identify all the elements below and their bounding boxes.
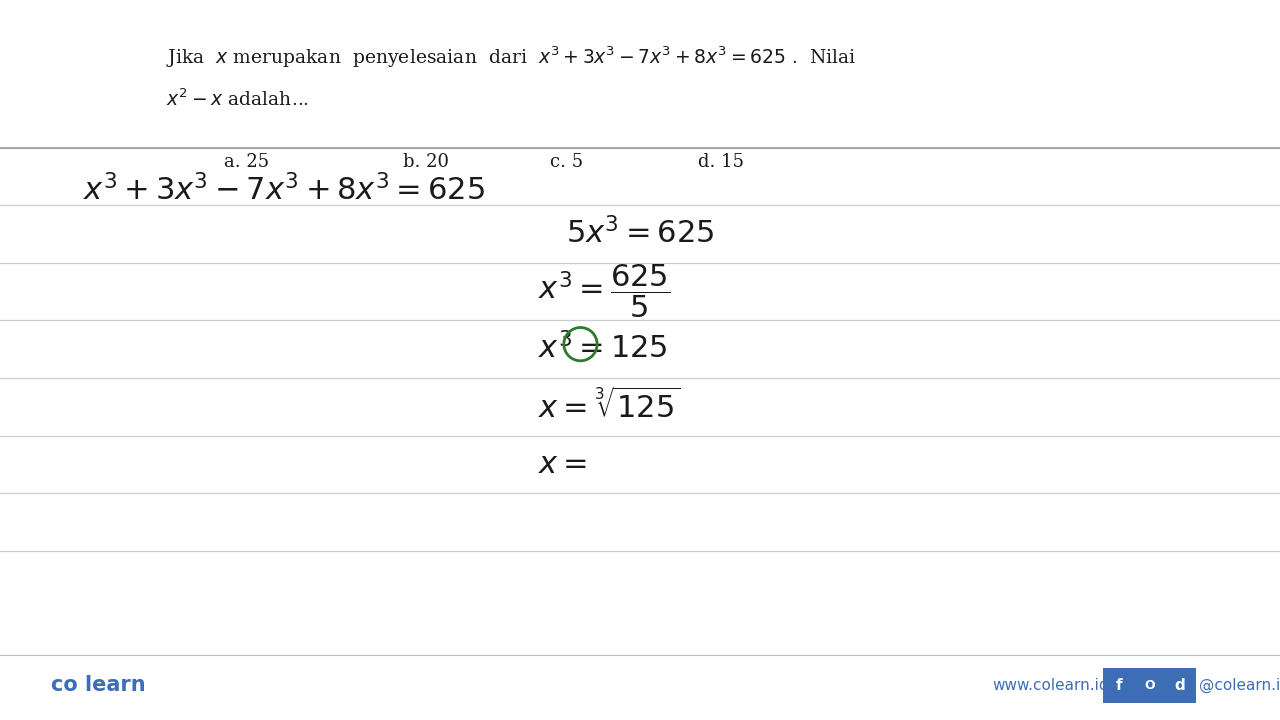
Text: @colearn.id: @colearn.id <box>1199 678 1280 693</box>
FancyBboxPatch shape <box>1103 668 1134 703</box>
Text: www.colearn.id: www.colearn.id <box>992 678 1108 693</box>
Text: $x = \sqrt[3]{125}$: $x = \sqrt[3]{125}$ <box>538 389 680 425</box>
FancyBboxPatch shape <box>1134 668 1165 703</box>
FancyBboxPatch shape <box>1165 668 1196 703</box>
Text: co learn: co learn <box>51 675 146 696</box>
Text: f: f <box>1115 678 1123 693</box>
Text: $x^3 = 125$: $x^3 = 125$ <box>538 333 667 366</box>
Text: Jika  $x$ merupakan  penyelesaian  dari  $x^3 + 3x^3 - 7x^3 + 8x^3 = 625$ .  Nil: Jika $x$ merupakan penyelesaian dari $x^… <box>166 45 856 71</box>
Text: O: O <box>1144 679 1155 692</box>
Text: $x^3 + 3x^3 - 7x^3 + 8x^3 = 625$: $x^3 + 3x^3 - 7x^3 + 8x^3 = 625$ <box>83 174 485 207</box>
Text: d. 15: d. 15 <box>698 153 744 171</box>
Text: $x =$: $x =$ <box>538 449 586 480</box>
Text: $5x^3 = 625$: $5x^3 = 625$ <box>566 217 714 251</box>
Text: $x^2 - x$ adalah...: $x^2 - x$ adalah... <box>166 89 310 110</box>
Text: $x^3 = \dfrac{625}{5}$: $x^3 = \dfrac{625}{5}$ <box>538 263 669 320</box>
Text: d: d <box>1175 678 1185 693</box>
Text: a. 25: a. 25 <box>224 153 269 171</box>
Text: c. 5: c. 5 <box>550 153 584 171</box>
Text: b. 20: b. 20 <box>403 153 449 171</box>
